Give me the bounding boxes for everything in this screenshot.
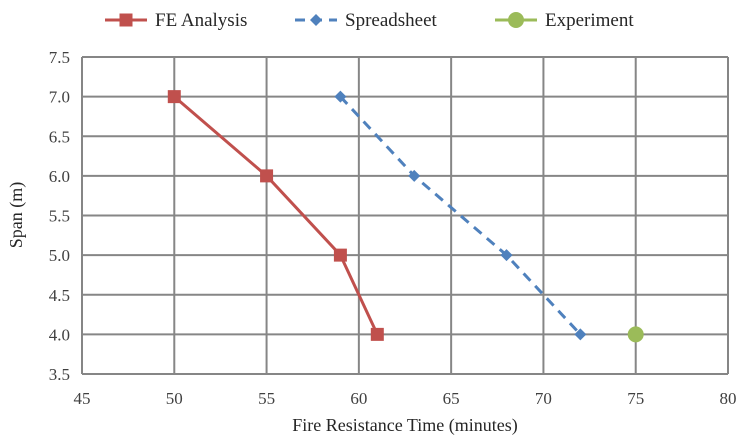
x-tick-label: 75 [627,389,644,408]
x-tick-label: 45 [74,389,91,408]
y-tick-label: 4.5 [49,286,70,305]
experiment-point [627,326,644,343]
x-tick-label: 60 [350,389,367,408]
fe-analysis-point [167,90,181,104]
series-fe-analysis [167,90,384,341]
legend-item-experiment: Experiment [495,10,634,31]
spreadsheet-point [574,328,587,341]
y-axis-title: Span (m) [6,182,27,249]
y-tick-label: 7.5 [49,48,70,67]
x-tick-label: 55 [258,389,275,408]
legend-label-experiment: Experiment [545,10,634,31]
y-axis-ticks: 3.5 4.0 4.5 5.0 5.5 6.0 6.5 7.0 7.5 [49,48,70,384]
legend-item-fe-analysis: FE Analysis [105,10,247,31]
spreadsheet-point [334,90,347,103]
y-tick-label: 5.5 [49,207,70,226]
x-axis-title: Fire Resistance Time (minutes) [292,415,517,436]
y-tick-label: 6.5 [49,127,70,146]
series-spreadsheet [334,90,587,341]
legend-item-spreadsheet: Spreadsheet [295,10,438,31]
legend-marker-experiment [508,12,524,28]
series-group [167,90,644,343]
legend-marker-spreadsheet [310,14,322,26]
fe-analysis-point [260,169,274,183]
x-axis-ticks: 45 50 55 60 65 70 75 80 [74,389,737,408]
x-tick-label: 65 [443,389,460,408]
y-tick-label: 7.0 [49,88,70,107]
x-tick-label: 70 [535,389,552,408]
series-experiment [627,326,644,343]
fe-analysis-point [370,327,384,341]
y-tick-label: 6.0 [49,167,70,186]
y-tick-label: 3.5 [49,365,70,384]
gridlines [81,56,729,375]
legend-label-fe-analysis: FE Analysis [155,10,247,31]
spreadsheet-point [408,169,421,182]
legend-marker-fe-analysis [119,13,133,27]
legend: FE Analysis Spreadsheet Experiment [105,10,634,31]
legend-label-spreadsheet: Spreadsheet [345,10,438,31]
spreadsheet-point [500,249,513,262]
y-tick-label: 4.0 [49,325,70,344]
spreadsheet-line [339,95,582,336]
fe-analysis-point [333,248,347,262]
fe-analysis-line [173,95,379,336]
x-tick-label: 80 [720,389,737,408]
x-tick-label: 50 [166,389,183,408]
y-tick-label: 5.0 [49,246,70,265]
